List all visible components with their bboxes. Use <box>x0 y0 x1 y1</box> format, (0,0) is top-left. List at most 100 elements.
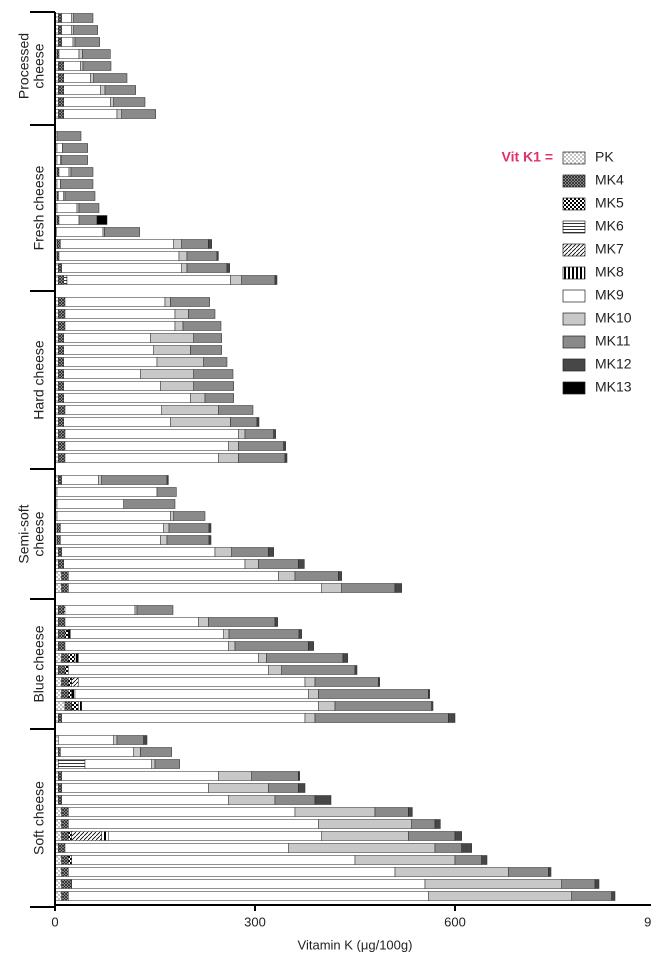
bar-segment <box>334 701 432 711</box>
bar-segment <box>454 831 462 841</box>
bar-segment <box>298 771 300 781</box>
bar-segment <box>251 771 299 781</box>
bar-segment <box>140 747 172 757</box>
bar-segment <box>108 831 322 841</box>
bar-segment <box>56 227 104 237</box>
bar-segment <box>58 641 66 651</box>
bar-segment <box>63 381 161 391</box>
bar-segment <box>64 665 69 675</box>
bar-segment <box>58 97 64 107</box>
bar-segment <box>58 605 64 615</box>
legend-label: MK5 <box>595 195 624 211</box>
bar-segment <box>378 677 380 687</box>
bar-segment <box>58 547 62 557</box>
bar-segment <box>186 263 228 273</box>
bar-segment <box>134 605 138 615</box>
bar-segment <box>61 819 69 829</box>
bar-segment <box>116 735 144 745</box>
bar-segment <box>161 405 219 415</box>
bar-segment <box>58 771 62 781</box>
bar-segment <box>190 345 222 355</box>
bar-segment <box>123 499 176 509</box>
bar-segment <box>61 571 69 581</box>
bar-segment <box>61 807 69 817</box>
bar-segment <box>68 891 429 901</box>
bar-segment <box>61 783 209 793</box>
bar-segment <box>58 263 62 273</box>
bar-segment <box>58 321 66 331</box>
bar-segment <box>160 535 168 545</box>
bar-segment <box>96 215 108 225</box>
bar-segment <box>173 239 182 249</box>
bar-segment <box>58 417 64 427</box>
legend-label: MK13 <box>595 379 632 395</box>
bar-segment <box>74 689 309 699</box>
bar-segment <box>71 25 74 35</box>
bar-segment <box>228 795 276 805</box>
bar-segment <box>56 131 82 141</box>
bar-segment <box>64 453 219 463</box>
bar-segment <box>231 547 269 557</box>
bar-segment <box>63 109 118 119</box>
bar-segment <box>68 867 396 877</box>
bar-segment <box>156 487 177 497</box>
bar-segment <box>230 275 242 285</box>
bar-segment <box>101 475 168 485</box>
bar-segment <box>63 85 101 95</box>
bar-segment <box>73 13 94 23</box>
bar-segment <box>341 583 396 593</box>
bar-segment <box>163 523 170 533</box>
bar-segment <box>61 891 69 901</box>
bar-segment <box>278 571 296 581</box>
bar-segment <box>63 393 191 403</box>
bar-segment <box>58 73 64 83</box>
x-tick-label: 0 <box>51 914 58 929</box>
bar-segment <box>64 309 176 319</box>
bar-segment <box>68 807 296 817</box>
group-label: Fresh cheese <box>31 165 47 250</box>
legend-label: MK7 <box>595 241 624 257</box>
bar-segment <box>58 13 62 23</box>
bar-segment <box>68 665 269 675</box>
bar-segment <box>218 453 239 463</box>
bar-segment <box>394 583 402 593</box>
bar-segment <box>61 547 216 557</box>
bar-segment <box>90 73 94 83</box>
bar-segment <box>62 143 88 153</box>
x-tick-label: 600 <box>444 914 466 929</box>
bar-segment <box>104 85 136 95</box>
bar-segment <box>288 843 436 853</box>
bar-segment <box>428 689 430 699</box>
bar-segment <box>58 251 180 261</box>
bar-segment <box>548 867 552 877</box>
bar-segment <box>64 429 239 439</box>
bar-segment <box>274 795 316 805</box>
bar-segment <box>64 405 162 415</box>
bar-segment <box>58 665 66 675</box>
bar-segment <box>561 879 596 889</box>
bar-segment <box>73 25 98 35</box>
bar-segment <box>411 819 436 829</box>
bar-segment <box>58 759 86 769</box>
bar-segment <box>266 653 344 663</box>
bar-segment <box>218 771 252 781</box>
group-label: Soft cheese <box>31 781 47 855</box>
legend-swatch <box>562 151 586 165</box>
bar-segment <box>68 583 322 593</box>
bar-segment <box>193 333 222 343</box>
group-label: Semi-soft <box>16 504 32 563</box>
bar-segment <box>268 783 299 793</box>
bar-segment <box>84 759 152 769</box>
bar-segment <box>136 605 174 615</box>
bar-segment <box>71 855 356 865</box>
bar-segment <box>153 345 191 355</box>
bar-segment <box>204 393 234 403</box>
bar-segment <box>321 831 409 841</box>
bar-segment <box>424 879 562 889</box>
bar-segment <box>70 629 224 639</box>
bar-segment <box>58 783 62 793</box>
legend-swatch <box>562 289 586 303</box>
bar-segment <box>56 179 61 189</box>
x-tick-label: 900 <box>644 914 651 929</box>
